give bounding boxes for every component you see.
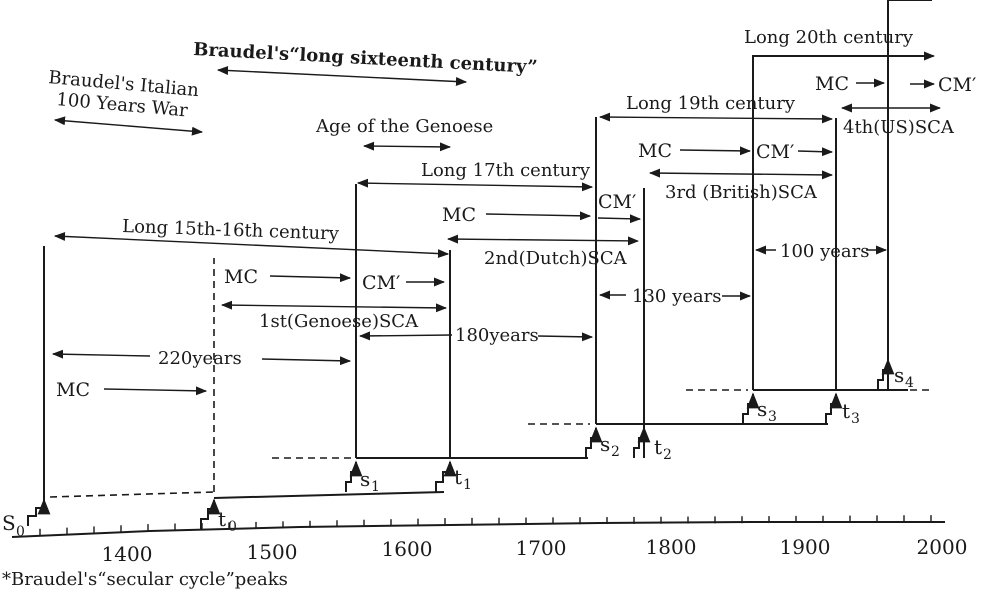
span-180-right-arrow — [537, 332, 594, 342]
age-of-genoese-label: Age of the Genoese — [315, 116, 493, 137]
s1-subscript: 1 — [371, 479, 380, 495]
sca3-label: 3rd (British)SCA — [665, 182, 818, 203]
base-line-cycle1 — [213, 491, 445, 499]
tick-label-1500: 1500 — [247, 540, 298, 564]
tick-label-1400: 1400 — [102, 542, 153, 566]
span-180-label: 180years — [455, 325, 539, 346]
marker-s4: s 4 — [877, 358, 914, 391]
mc-arrow-cycle0 — [103, 386, 208, 396]
t1-subscript: 1 — [463, 477, 472, 493]
tick-label-1600: 1600 — [382, 537, 433, 561]
cycle4-start-line — [752, 55, 932, 390]
marker-s0: S 0 — [2, 498, 51, 540]
s3-label: s — [757, 397, 767, 421]
s1-label: s — [360, 467, 370, 491]
cm-arrow-cycle2 — [597, 214, 642, 224]
span-100-label: 100 years — [780, 241, 869, 262]
cm-label-cycle4: CM′ — [938, 74, 976, 96]
s3-subscript: 3 — [768, 409, 777, 425]
mc-label-cycle1: MC — [224, 266, 258, 288]
long-sixteenth-span-arrow — [216, 66, 468, 86]
mc-label-cycle3: MC — [638, 140, 672, 162]
tick-label-2000: 2000 — [917, 535, 968, 559]
long-19th-label: Long 19th century — [626, 93, 796, 114]
cm-label-cycle2: CM′ — [598, 191, 636, 213]
long-17th-span-arrow — [356, 178, 594, 192]
s0-label: S — [2, 511, 16, 535]
span-220-right-arrow — [261, 356, 352, 366]
t0-subscript: 0 — [228, 519, 237, 535]
mc-arrow-cycle2 — [485, 211, 592, 221]
axis-tick-marks — [39, 515, 932, 536]
span-180-left-arrow — [358, 331, 453, 341]
mc-label-cycle2: MC — [442, 204, 476, 226]
genoese-span-arrow — [362, 141, 452, 152]
italian-war-span-arrow — [53, 116, 204, 136]
s2-subscript: 2 — [611, 444, 620, 460]
long-sixteenth-century-label: Braudel's“long sixteenth century” — [193, 39, 538, 78]
sca2-label: 2nd(Dutch)SCA — [484, 248, 628, 269]
s0-subscript: 0 — [16, 524, 25, 540]
base-dashed-line — [49, 491, 215, 498]
cm-arrow-cycle3 — [797, 147, 834, 157]
mc-label-cycle4: MC — [815, 73, 849, 95]
t2-label: t — [654, 435, 662, 459]
marker-t2: t 2 — [633, 426, 672, 463]
marker-s3: s 3 — [742, 392, 777, 425]
span-220-label: 220years — [158, 348, 242, 369]
t2-subscript: 2 — [663, 447, 672, 463]
sca3-span-arrow — [648, 168, 834, 180]
mc-label-cycle0: MC — [56, 379, 90, 401]
footnote: *Braudel's“secular cycle”peaks — [2, 569, 288, 590]
s4-label: s — [894, 363, 904, 387]
long-19th-span-arrow — [598, 112, 834, 124]
sca4-label: 4th(US)SCA — [843, 117, 955, 138]
long-17th-label: Long 17th century — [421, 160, 591, 181]
tick-label-1700: 1700 — [516, 536, 567, 560]
tick-label-1800: 1800 — [646, 535, 697, 559]
span-130-label: 130 years — [632, 286, 721, 307]
cm-label-cycle3: CM′ — [756, 141, 794, 163]
t3-label: t — [842, 399, 850, 423]
braudel-italian-war: Braudel's Italian 100 Years War — [48, 67, 204, 136]
marker-s1: s 1 — [345, 460, 380, 495]
sca1-span-arrow — [220, 300, 448, 313]
mc-arrow-cycle3 — [679, 146, 752, 156]
t3-subscript: 3 — [851, 411, 860, 427]
cm-label-cycle1: CM′ — [362, 272, 400, 294]
span-220-left-arrow — [51, 349, 151, 359]
s2-label: s — [600, 432, 610, 456]
marker-t3: t 3 — [825, 392, 860, 427]
long-15th-16th-span-arrow — [53, 231, 450, 259]
long-20th-label: Long 20th century — [744, 27, 914, 48]
s4-subscript: 4 — [905, 375, 914, 391]
t0-label: t — [218, 507, 226, 531]
marker-t1: t 1 — [435, 460, 472, 493]
sca1-label: 1st(Genoese)SCA — [259, 311, 419, 332]
mc-arrow-cycle1 — [269, 273, 352, 283]
marker-t0: t 0 — [200, 498, 237, 535]
marker-s2: s 2 — [585, 426, 620, 460]
sca2-span-arrow — [446, 234, 640, 246]
tick-label-1900: 1900 — [780, 535, 831, 559]
t1-label: t — [454, 465, 462, 489]
time-axis: 1400 1500 1600 1700 1800 1900 2000 — [11, 515, 968, 566]
